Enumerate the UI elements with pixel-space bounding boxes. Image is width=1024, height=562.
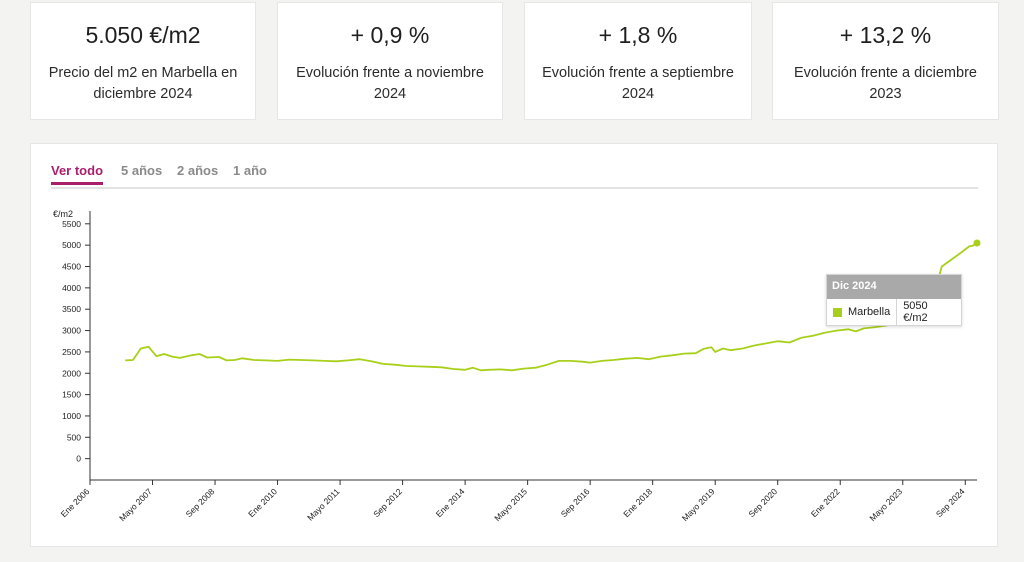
tab-ver-todo[interactable]: Ver todo bbox=[51, 163, 104, 185]
x-tick-label: Sep 2008 bbox=[184, 486, 217, 519]
stat-label: Precio del m2 en Marbella en diciembre 2… bbox=[48, 65, 238, 102]
x-tick-label: Ene 2022 bbox=[809, 486, 842, 519]
x-tick-label: Mayo 2015 bbox=[492, 486, 529, 523]
y-tick-label: 5000 bbox=[62, 240, 81, 250]
x-tick-label: Ene 2018 bbox=[621, 486, 654, 519]
y-tick-label: 1500 bbox=[62, 390, 81, 400]
stat-card-price: 5.050 €/m2 Precio del m2 en Marbella en … bbox=[30, 2, 256, 120]
y-axis: €/m2 0 500 1000 1500 2000 2500 3000 3500 4000 4500… bbox=[53, 209, 91, 480]
y-tick-label: 1000 bbox=[62, 411, 81, 421]
y-tick-label: 3500 bbox=[62, 304, 81, 314]
tab-1-ano[interactable]: 1 año bbox=[233, 163, 267, 178]
tab-2-anos[interactable]: 2 años bbox=[177, 163, 219, 178]
price-chart-panel: Ver todo 5 años 2 años 1 año €/m2 0 500 100… bbox=[30, 143, 998, 547]
y-tick-label: 5500 bbox=[62, 219, 81, 229]
x-tick-label: Sep 2016 bbox=[559, 486, 592, 519]
tooltip-value: 5050 €/m2 bbox=[903, 300, 928, 324]
stat-label: Evolución frente a diciembre 2023 bbox=[794, 65, 977, 102]
x-axis: Ene 2006 Mayo 2007 Sep 2008 Ene 2010 Mayo 20… bbox=[59, 479, 977, 523]
x-tick-label: Ene 2014 bbox=[434, 486, 467, 519]
tab-5-anos[interactable]: 5 años bbox=[121, 163, 163, 178]
y-tick-label: 500 bbox=[67, 432, 81, 442]
stat-label: Evolución frente a noviembre 2024 bbox=[296, 65, 484, 102]
x-tick-label: Ene 2006 bbox=[59, 486, 92, 519]
y-tick-label: 2500 bbox=[62, 347, 81, 357]
x-tick-label: Sep 2024 bbox=[934, 486, 967, 519]
stat-card-monthly-change: + 0,9 % Evolución frente a noviembre 202… bbox=[277, 2, 503, 120]
time-range-tabs: Ver todo 5 años 2 años 1 año bbox=[51, 163, 978, 189]
y-tick-label: 3000 bbox=[62, 326, 81, 336]
hover-point-marker[interactable] bbox=[973, 239, 981, 247]
x-tick-label: Mayo 2007 bbox=[117, 486, 154, 523]
stat-card-quarterly-change: + 1,8 % Evolución frente a septiembre 20… bbox=[524, 2, 752, 120]
y-tick-label: 2000 bbox=[62, 368, 81, 378]
y-tick-label: 4500 bbox=[62, 262, 81, 272]
stat-card-yearly-change: + 13,2 % Evolución frente a diciembre 20… bbox=[772, 2, 999, 120]
x-tick-label: Ene 2010 bbox=[246, 486, 279, 519]
stat-value: + 1,8 % bbox=[598, 22, 678, 48]
stat-value: + 0,9 % bbox=[350, 22, 430, 48]
y-axis-unit-label: €/m2 bbox=[53, 209, 73, 219]
stat-value: 5.050 €/m2 bbox=[85, 22, 201, 48]
tooltip-series: Marbella bbox=[827, 299, 898, 325]
y-tick-label: 4000 bbox=[62, 283, 81, 293]
y-tick-label: 0 bbox=[76, 454, 81, 464]
price-line-chart: €/m2 0 500 1000 1500 2000 2500 3000 3500 4000 4500… bbox=[53, 209, 981, 523]
x-tick-label: Mayo 2011 bbox=[305, 486, 342, 523]
legend-swatch bbox=[833, 307, 842, 317]
x-tick-label: Mayo 2019 bbox=[680, 486, 717, 523]
x-tick-label: Mayo 2023 bbox=[867, 486, 904, 523]
series-line-marbella bbox=[125, 242, 978, 372]
stat-label: Evolución frente a septiembre 2024 bbox=[542, 65, 734, 102]
tooltip-date: Dic 2024 bbox=[827, 275, 961, 299]
series-marbella bbox=[125, 239, 981, 372]
x-tick-label: Sep 2012 bbox=[371, 486, 404, 519]
stat-value: + 13,2 % bbox=[839, 22, 932, 48]
tooltip-row: Marbella 5050 €/m2 bbox=[827, 299, 961, 325]
chart-tooltip: Dic 2024 Marbella 5050 €/m2 bbox=[826, 274, 962, 326]
x-tick-label: Sep 2020 bbox=[746, 486, 779, 519]
tooltip-series-name: Marbella bbox=[848, 306, 891, 318]
